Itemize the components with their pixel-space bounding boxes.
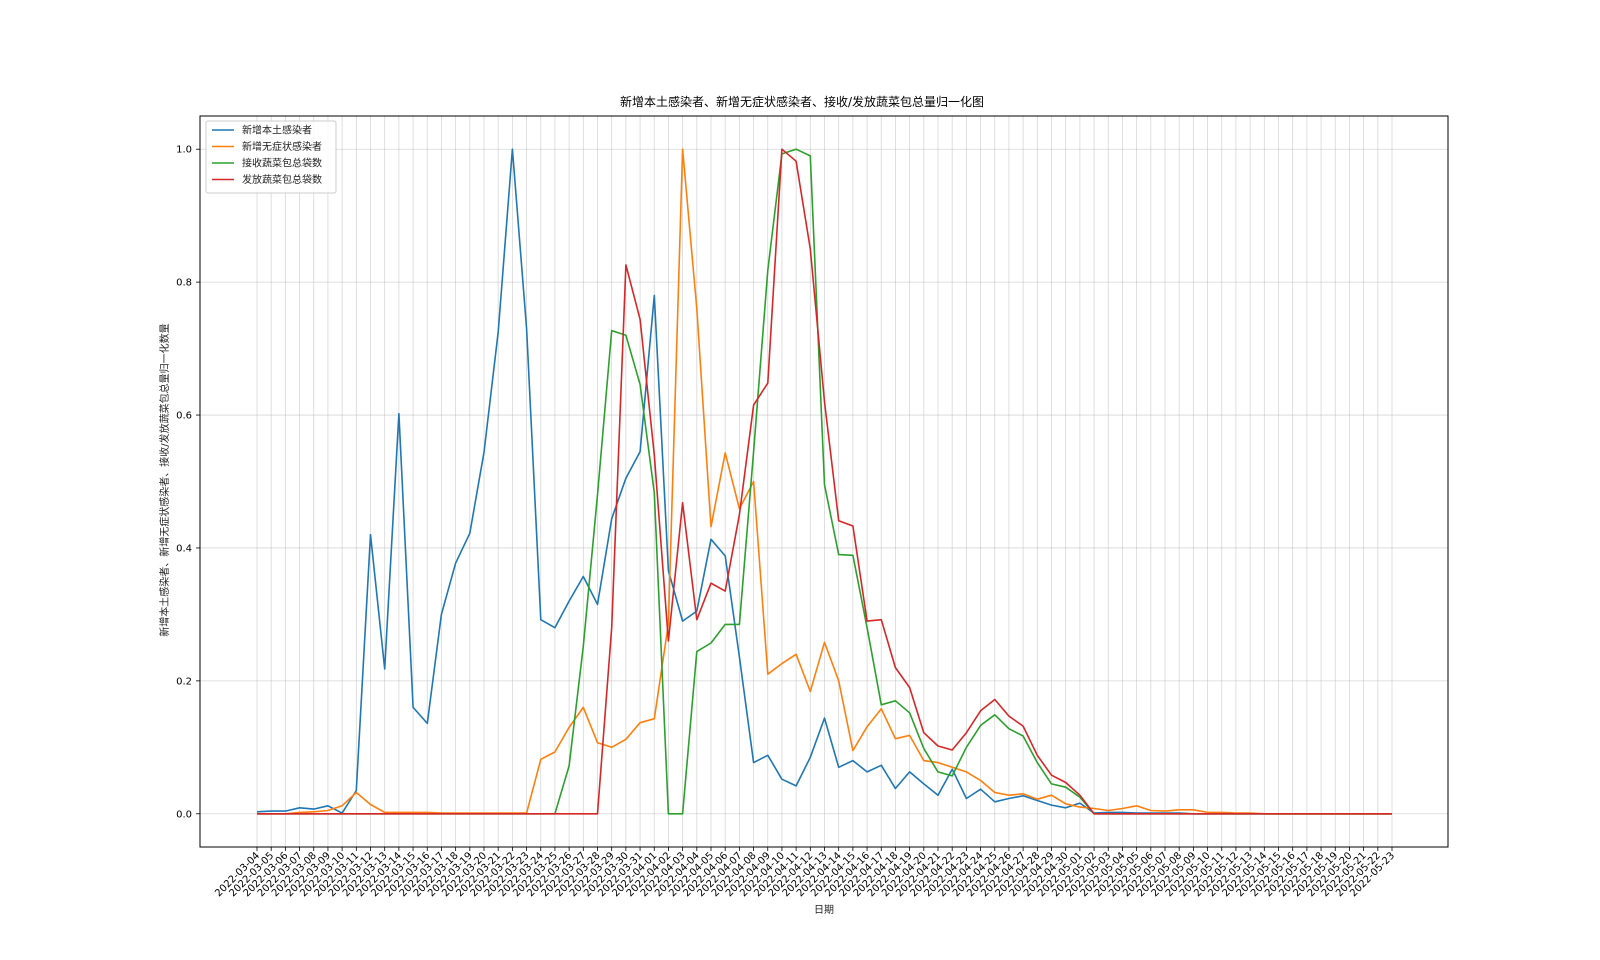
legend-label-2: 新增无症状感染者 bbox=[242, 140, 322, 153]
legend-label-1: 新增本土感染者 bbox=[242, 124, 312, 137]
plot-area-frame bbox=[199, 115, 1449, 848]
grid bbox=[200, 116, 1448, 847]
chart-title: 新增本土感染者、新增无症状感染者、接收/发放蔬菜包总量归一化图 bbox=[620, 94, 984, 109]
series-line-4 bbox=[257, 148, 1392, 815]
legend-label-3: 接收蔬菜包总袋数 bbox=[242, 157, 322, 170]
legend-label-4: 发放蔬菜包总袋数 bbox=[242, 173, 322, 186]
y-tick-label: 0.8 bbox=[176, 278, 192, 289]
y-tick-label: 0.4 bbox=[176, 543, 192, 554]
y-axis-label: 新增本土感染者、新增无症状感染者、接收/发放蔬菜包总量归一化数量 bbox=[158, 323, 171, 636]
legend-box bbox=[205, 120, 337, 194]
x-axis-label: 日期 bbox=[814, 904, 834, 916]
y-tick-label: 0.6 bbox=[176, 411, 192, 422]
y-tick-label: 1.0 bbox=[176, 145, 192, 156]
x-axis-ticks: 2022-03-042022-03-052022-03-062022-03-07… bbox=[213, 847, 1397, 899]
y-tick-label: 0.0 bbox=[176, 809, 192, 820]
series-lines bbox=[256, 148, 1392, 815]
y-axis-ticks: 0.0 0.2 0.4 0.6 0.8 1.0 bbox=[176, 145, 200, 820]
y-tick-label: 0.2 bbox=[176, 676, 192, 687]
